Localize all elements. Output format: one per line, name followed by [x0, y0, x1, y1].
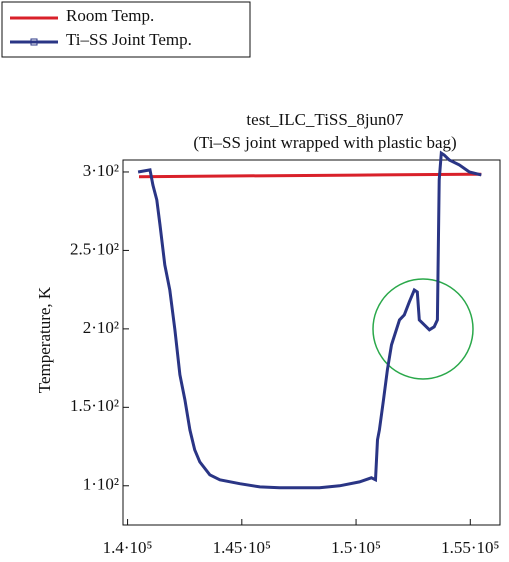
annotation-circle — [372, 278, 474, 380]
chart-subtitle: (Ti–SS joint wrapped with plastic bag) — [193, 133, 456, 152]
legend-label: Ti–SS Joint Temp. — [66, 30, 192, 49]
series-line — [138, 172, 482, 179]
y-tick-label: 2.5·10² — [70, 239, 119, 258]
x-tick-label: 1.5·10⁵ — [331, 538, 381, 557]
series-line — [137, 150, 482, 490]
y-tick-label: 3·10² — [83, 161, 119, 180]
x-tick-label: 1.4·10⁵ — [103, 538, 153, 557]
y-axis-label: Temperature, K — [35, 286, 54, 393]
y-tick-label: 2·10² — [83, 318, 119, 337]
y-tick-label: 1·10² — [83, 475, 119, 494]
plot-frame — [122, 159, 501, 526]
x-tick-label: 1.55·10⁵ — [441, 538, 499, 557]
chart-title: test_ILC_TiSS_8jun07 — [246, 110, 404, 129]
legend-box — [1, 1, 251, 58]
y-tick-label: 1.5·10² — [70, 396, 119, 415]
legend-marker — [30, 38, 38, 46]
x-tick-label: 1.45·10⁵ — [213, 538, 271, 557]
legend-label: Room Temp. — [66, 6, 154, 25]
